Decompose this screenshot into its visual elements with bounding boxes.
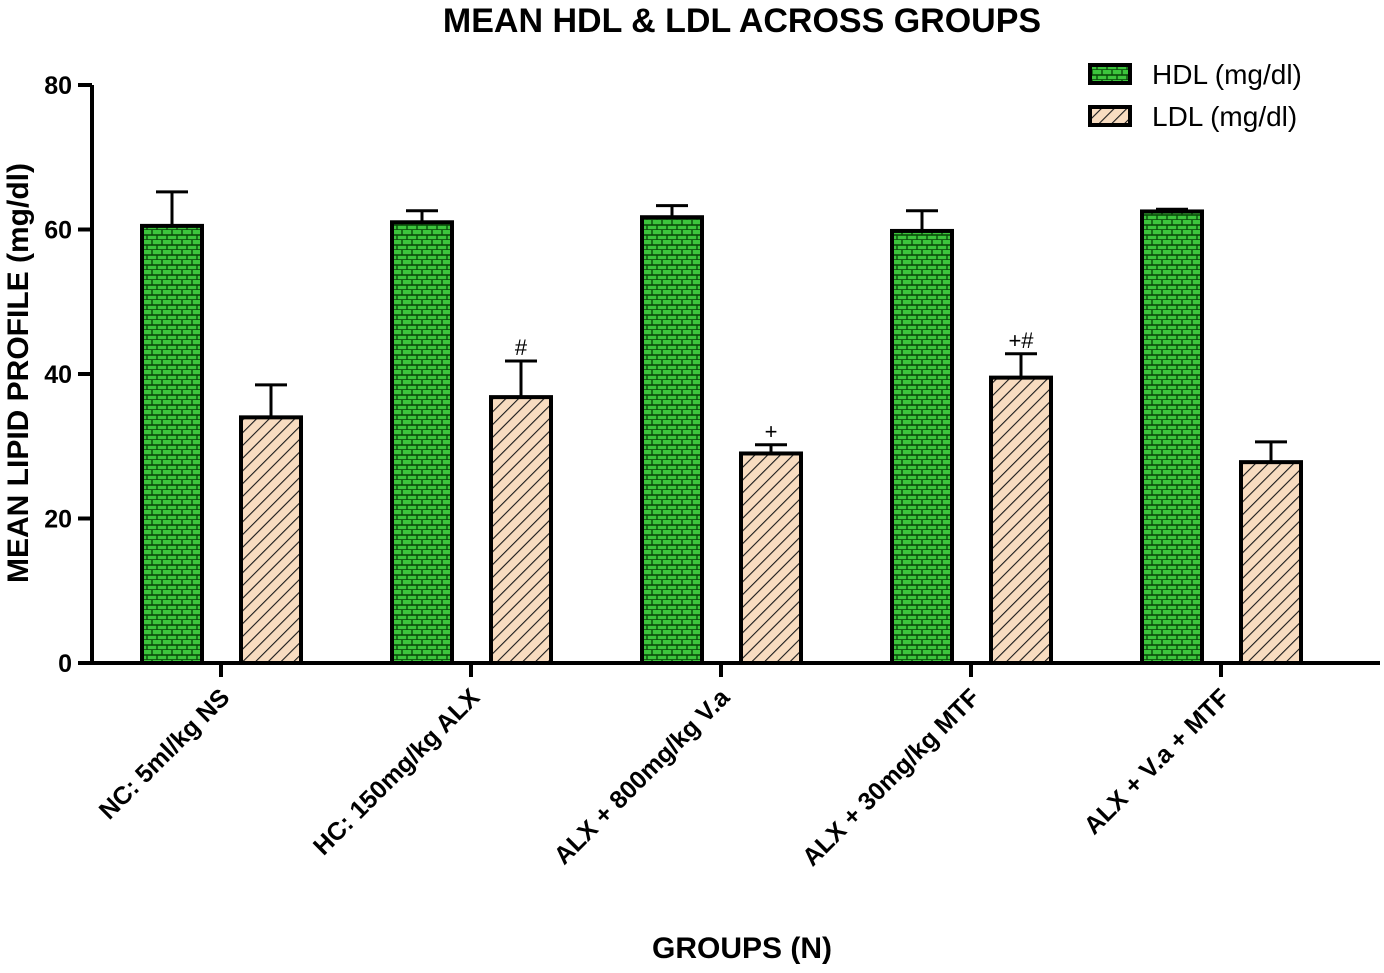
y-tick-label: 80 [44,72,72,100]
significance-marker: +# [1008,328,1034,353]
bar-ldl [489,395,553,665]
x-tick-label: HC: 150mg/kg ALX [308,683,486,861]
bar-ldl [239,415,303,665]
legend: HDL (mg/dl) LDL (mg/dl) [1088,59,1302,132]
y-tick-label: 60 [44,217,72,245]
y-tick-label: 0 [58,650,72,678]
x-tick-label: ALX + 800mg/kg V.a [549,683,736,870]
category-labels: NC: 5ml/kg NS HC: 150mg/kg ALX ALX + 800mg… [94,683,1236,872]
y-axis-title: MEAN LIPID PROFILE (mg/dl) [2,163,35,583]
significance-marker: # [515,335,528,360]
legend-label: HDL (mg/dl) [1152,59,1302,90]
y-tick-label: 20 [44,506,72,534]
x-axis-title: GROUPS (N) [652,932,832,965]
bar-hdl [1140,209,1204,665]
significance-marker: + [765,419,778,444]
bar-ldl [989,375,1053,665]
x-tick-label: ALX + V.a + MTF [1079,683,1236,840]
legend-label: LDL (mg/dl) [1152,101,1297,132]
bars: # + +# [140,190,1303,665]
bar-ldl [739,451,803,665]
bar-hdl [640,215,704,665]
chart-title: MEAN HDL & LDL ACROSS GROUPS [443,2,1041,40]
x-tick-label: ALX + 30mg/kg MTF [797,683,985,871]
bar-hdl [390,220,454,665]
y-tick-label: 40 [44,361,72,389]
bar-ldl [1239,460,1303,665]
x-tick-label: NC: 5ml/kg NS [94,683,236,825]
bar-hdl [890,228,954,665]
legend-swatch [1088,63,1132,85]
legend-swatch [1088,105,1132,127]
bar-hdl [140,223,204,665]
